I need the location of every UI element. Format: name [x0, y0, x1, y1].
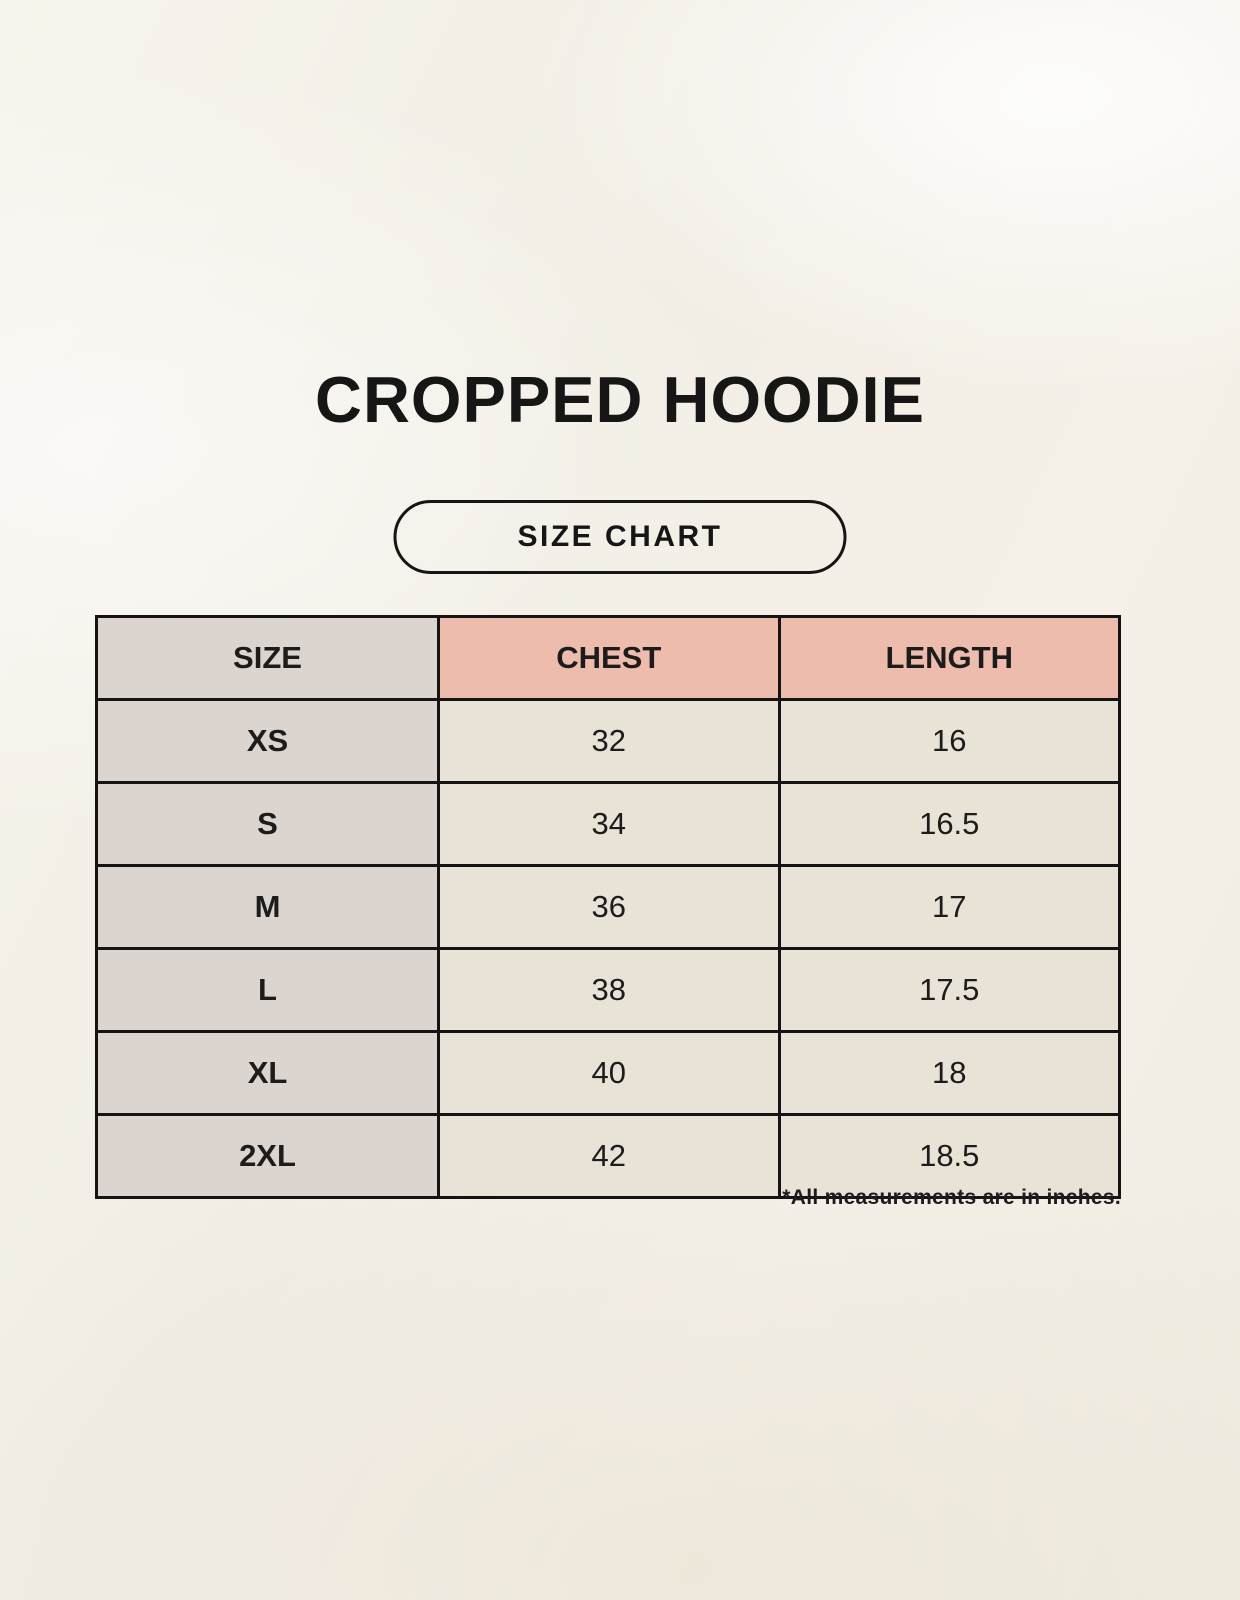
table-row: 2XL 42 18.5 [95, 1113, 1121, 1199]
measurements-footnote: *All measurements are in inches. [782, 1186, 1121, 1209]
cell-chest: 32 [437, 698, 781, 784]
cell-chest: 36 [437, 864, 781, 950]
table-row: S 34 16.5 [95, 781, 1121, 867]
cell-length: 16 [777, 698, 1121, 784]
cell-length: 16.5 [777, 781, 1121, 867]
cell-size: S [95, 781, 440, 867]
size-table-body: XS 32 16 S 34 16.5 M 36 17 L 38 17.5 XL 40 18 2XL 42 18.5 [95, 698, 1121, 1199]
cell-chest: 40 [437, 1030, 781, 1116]
table-row: L 38 17.5 [95, 947, 1121, 1033]
cell-length: 18 [777, 1030, 1121, 1116]
cell-length: 17.5 [777, 947, 1121, 1033]
size-chart-table: SIZE CHEST LENGTH XS 32 16 S 34 16.5 M 36 17 L 38 1… [95, 615, 1121, 1199]
product-title: CROPPED HOODIE [315, 363, 925, 436]
cell-chest: 34 [437, 781, 781, 867]
header-size: SIZE [95, 615, 440, 701]
cell-size: XS [95, 698, 440, 784]
table-row: XS 32 16 [95, 698, 1121, 784]
size-chart-button[interactable]: SIZE CHART [393, 500, 847, 574]
header-chest: CHEST [437, 615, 781, 701]
table-row: XL 40 18 [95, 1030, 1121, 1116]
size-chart-button-label: SIZE CHART [517, 520, 723, 553]
header-length: LENGTH [777, 615, 1121, 701]
cell-size: L [95, 947, 440, 1033]
cell-length: 18.5 [777, 1113, 1121, 1199]
table-header-row: SIZE CHEST LENGTH [95, 615, 1121, 701]
table-row: M 36 17 [95, 864, 1121, 950]
cell-length: 17 [777, 864, 1121, 950]
cell-chest: 42 [437, 1113, 781, 1199]
cell-size: 2XL [95, 1113, 440, 1199]
cell-chest: 38 [437, 947, 781, 1033]
cell-size: XL [95, 1030, 440, 1116]
cell-size: M [95, 864, 440, 950]
